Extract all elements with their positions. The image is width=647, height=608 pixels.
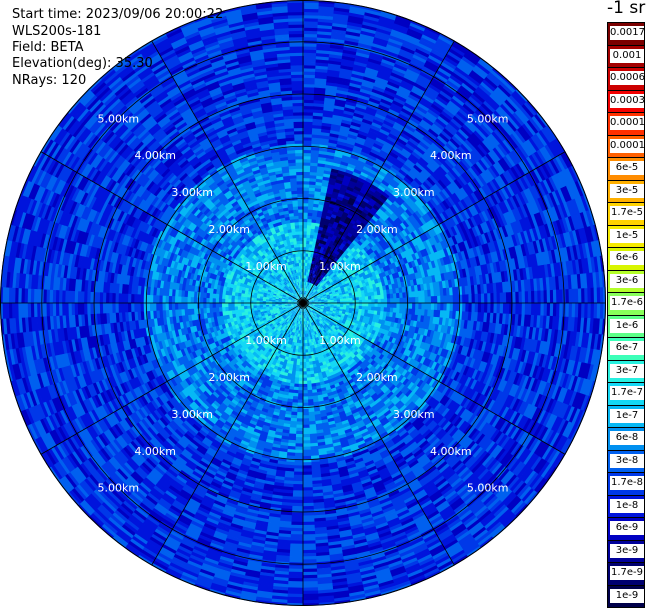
- data-cell: [349, 298, 353, 301]
- data-cell: [415, 303, 419, 310]
- data-cell: [403, 303, 407, 309]
- data-cell: [303, 228, 307, 232]
- data-cell: [371, 303, 375, 307]
- data-cell: [303, 187, 310, 191]
- data-cell: [303, 200, 309, 204]
- data-cell: [303, 215, 308, 219]
- data-cell: [368, 303, 372, 307]
- data-cell: [384, 299, 388, 304]
- data-cell: [303, 146, 312, 150]
- data-cell: [303, 253, 306, 257]
- data-cell: [378, 303, 382, 307]
- data-cell: [303, 250, 306, 254]
- data-cell: [497, 293, 501, 304]
- data-cell: [456, 303, 460, 312]
- data-cell: [412, 297, 416, 303]
- data-cell: [303, 156, 311, 160]
- data-cell: [484, 293, 488, 303]
- data-cell: [393, 303, 397, 308]
- data-cell: [303, 234, 307, 238]
- data-cell: [356, 303, 360, 306]
- data-cell: [387, 303, 391, 308]
- data-cell: [349, 303, 353, 306]
- data-cell: [453, 295, 457, 304]
- data-cell: [365, 303, 369, 307]
- data-cell: [396, 303, 400, 309]
- data-cell: [421, 297, 425, 304]
- data-cell: [303, 240, 307, 244]
- data-cell: [403, 298, 407, 304]
- data-cell: [303, 231, 307, 235]
- data-cell: [303, 209, 308, 213]
- data-cell: [303, 247, 306, 251]
- data-cell: [303, 219, 308, 223]
- data-cell: [375, 303, 379, 307]
- data-cell: [303, 134, 313, 138]
- data-cell: [465, 294, 469, 303]
- data-cell: [353, 303, 357, 306]
- data-cell: [362, 303, 366, 307]
- data-cell: [475, 294, 479, 304]
- data-cell: [303, 206, 309, 210]
- data-cell: [359, 303, 363, 306]
- data-cell: [303, 244, 306, 248]
- data-cell: [384, 303, 388, 308]
- data-cell: [396, 298, 400, 304]
- data-cell: [303, 225, 307, 229]
- data-cell: [468, 303, 472, 313]
- data-cell: [443, 296, 447, 304]
- data-cell: [303, 237, 307, 241]
